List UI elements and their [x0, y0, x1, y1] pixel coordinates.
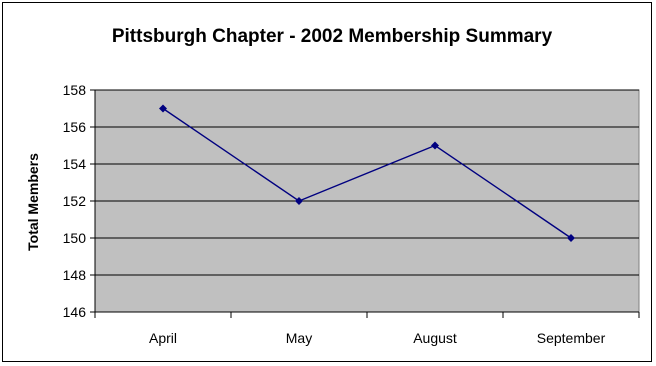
data-point-marker: [567, 234, 575, 242]
y-tick-label: 150: [63, 230, 87, 246]
y-tick-label: 152: [63, 193, 87, 209]
data-point-marker: [295, 197, 303, 205]
data-point-marker: [159, 104, 167, 113]
y-tick-label: 148: [63, 267, 87, 283]
series-line: [162, 107, 572, 239]
x-tick-label: August: [413, 330, 457, 346]
y-tick-label: 158: [63, 82, 87, 98]
x-tick-label: May: [286, 330, 312, 346]
y-tick-label: 146: [63, 304, 87, 320]
x-tick-label: September: [537, 330, 606, 346]
y-tick-label: 154: [63, 156, 87, 172]
data-point-marker: [431, 141, 439, 150]
chart-title: Pittsburgh Chapter - 2002 Membership Sum…: [112, 26, 553, 47]
x-tick-label: April: [149, 330, 177, 346]
y-axis-label: Total Members: [25, 153, 41, 251]
y-tick-label: 156: [63, 119, 87, 135]
